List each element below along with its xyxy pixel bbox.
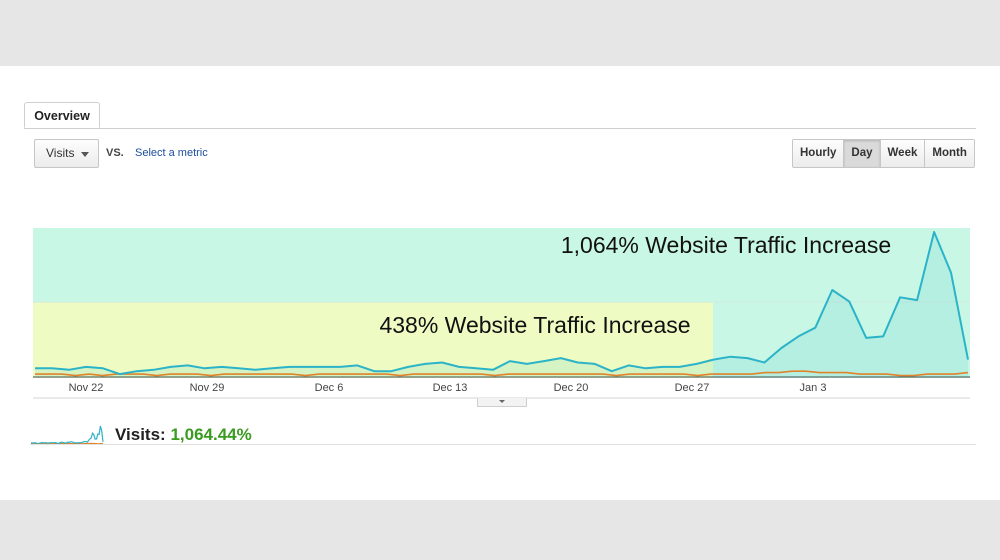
visits-data-point[interactable]	[812, 325, 818, 331]
visits-data-point[interactable]	[948, 270, 954, 276]
visits-data-point[interactable]	[151, 367, 157, 373]
visits-summary: Visits: 1,064.44%	[115, 425, 252, 445]
visits-data-point[interactable]	[745, 355, 751, 361]
summary-value: 1,064.44%	[170, 425, 252, 444]
month-button[interactable]: Month	[925, 140, 974, 167]
visits-data-point[interactable]	[456, 364, 462, 370]
visits-series-line	[35, 231, 969, 376]
visits-data-point[interactable]	[863, 335, 869, 341]
visits-data-point[interactable]	[253, 367, 259, 373]
visits-data-point[interactable]	[49, 365, 55, 371]
annotation-overall: 1,064% Website Traffic Increase	[561, 232, 891, 258]
x-tick-label: Nov 29	[190, 382, 225, 394]
visits-data-point[interactable]	[422, 361, 428, 367]
visits-data-point[interactable]	[168, 364, 174, 370]
visits-data-point[interactable]	[778, 345, 784, 351]
metric-select[interactable]: Visits	[34, 139, 99, 168]
summary-divider	[30, 444, 976, 445]
visits-data-point[interactable]	[558, 355, 564, 361]
visits-data-point[interactable]	[219, 364, 225, 370]
x-tick-label: Jan 3	[800, 382, 827, 394]
visits-data-point[interactable]	[185, 362, 191, 368]
visits-data-point[interactable]	[100, 365, 106, 371]
hourly-button[interactable]: Hourly	[793, 140, 845, 167]
visits-data-point[interactable]	[541, 358, 547, 364]
vs-label: VS.	[106, 147, 124, 159]
visits-data-point[interactable]	[660, 364, 666, 370]
x-tick-label: Nov 22	[69, 382, 104, 394]
chevron-down-icon	[499, 400, 505, 403]
visits-data-point[interactable]	[880, 333, 886, 339]
comparison-series-line	[35, 370, 969, 377]
visits-data-point[interactable]	[931, 229, 937, 235]
visits-area	[35, 232, 968, 377]
chevron-down-icon	[81, 152, 89, 157]
visits-data-point[interactable]	[575, 360, 581, 366]
visits-data-point[interactable]	[677, 364, 683, 370]
tab-bar: Overview	[24, 102, 976, 129]
visits-data-point[interactable]	[270, 365, 276, 371]
visits-data-point[interactable]	[592, 361, 598, 367]
visits-data-point[interactable]	[846, 299, 852, 305]
visits-line-chart: Nov 22 Nov 29 Dec 6 Dec 13 Dec 20 Dec 27 Jan 3…	[32, 228, 971, 399]
visits-data-point[interactable]	[626, 362, 632, 368]
x-tick-label: Dec 27	[675, 382, 710, 394]
visits-data-point[interactable]	[761, 360, 767, 366]
sparkline-visits	[31, 425, 104, 445]
week-button[interactable]: Week	[880, 140, 926, 167]
visits-data-point[interactable]	[897, 294, 903, 300]
visits-data-point[interactable]	[473, 365, 479, 371]
visits-data-point[interactable]	[524, 361, 530, 367]
visits-data-point[interactable]	[117, 371, 123, 377]
x-tick-label: Dec 13	[433, 382, 468, 394]
x-tick-label: Dec 20	[554, 382, 589, 394]
visits-data-point[interactable]	[829, 287, 835, 293]
visits-sparkline	[31, 425, 104, 445]
metric-select-value: Visits	[46, 146, 75, 160]
visits-data-point[interactable]	[320, 364, 326, 370]
visits-data-point[interactable]	[134, 368, 140, 374]
visits-data-point[interactable]	[83, 364, 89, 370]
visits-data-point[interactable]	[694, 361, 700, 367]
chart-collapse-handle[interactable]	[477, 398, 527, 407]
select-metric-link[interactable]: Select a metric	[135, 147, 208, 159]
visits-data-point[interactable]	[914, 297, 920, 303]
visits-data-point[interactable]	[388, 368, 394, 374]
sparkline-comparison	[31, 442, 104, 445]
visits-data-point[interactable]	[728, 354, 734, 360]
day-button[interactable]: Day	[844, 140, 881, 167]
annotation-first-phase: 438% Website Traffic Increase	[379, 312, 690, 338]
x-tick-label: Dec 6	[315, 382, 344, 394]
visits-data-point[interactable]	[337, 364, 343, 370]
visits-data-point[interactable]	[643, 365, 649, 371]
visits-data-point[interactable]	[32, 365, 38, 371]
visits-data-point[interactable]	[439, 360, 445, 366]
granularity-toggle: Hourly Day Week Month	[792, 139, 975, 168]
visits-data-point[interactable]	[66, 367, 72, 373]
visits-data-point[interactable]	[371, 368, 377, 374]
visits-data-point[interactable]	[236, 365, 242, 371]
summary-label: Visits:	[115, 425, 166, 444]
visits-data-point[interactable]	[507, 358, 513, 364]
visits-data-point[interactable]	[795, 333, 801, 339]
visits-data-point[interactable]	[287, 364, 293, 370]
visits-data-point[interactable]	[965, 357, 971, 363]
visits-data-point[interactable]	[405, 364, 411, 370]
visits-data-point[interactable]	[354, 362, 360, 368]
visits-data-point[interactable]	[202, 365, 208, 371]
tab-overview[interactable]: Overview	[24, 102, 100, 128]
visits-data-point[interactable]	[609, 368, 615, 374]
visits-data-point[interactable]	[711, 357, 717, 363]
visits-data-point[interactable]	[303, 364, 309, 370]
visits-data-point[interactable]	[490, 367, 496, 373]
